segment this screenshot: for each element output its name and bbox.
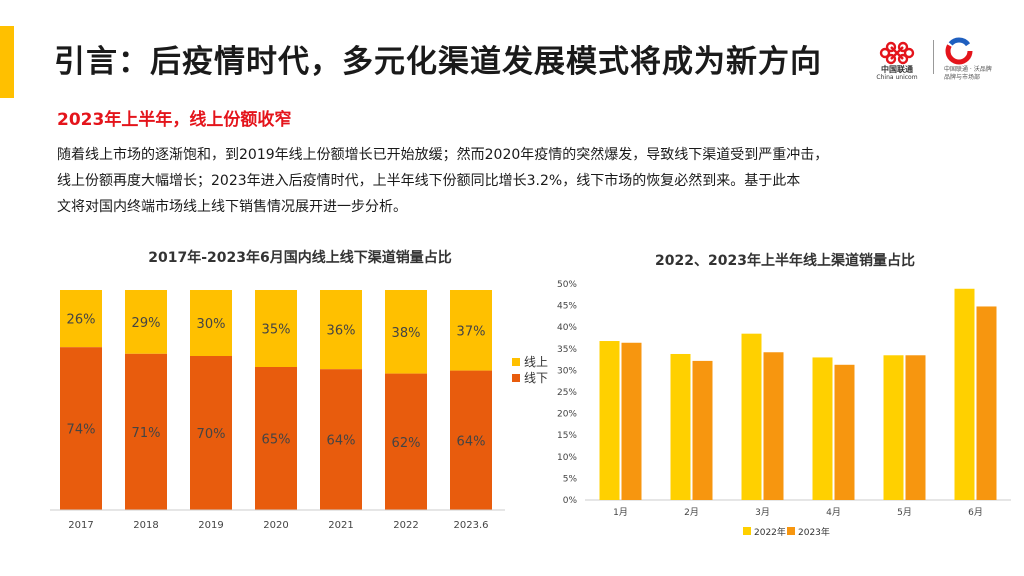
x-tick-label: 2022 [393, 520, 418, 531]
y-tick-label: 15% [557, 431, 577, 441]
chart2-title: 2022、2023年上半年线上渠道销量占比 [655, 252, 915, 269]
legend-online-swatch [512, 358, 520, 366]
channel-share-stacked-chart: 2017年-2023年6月国内线上线下渠道销量占比 26% 74% 29% 71% 30… [40, 240, 560, 540]
y-tick-label: 0% [563, 496, 578, 506]
brand-logo-text: 中国联通 · 沃品牌 品牌与市场部 [944, 66, 994, 82]
online-data-label: 36% [327, 324, 356, 339]
legend-2023-label: 2023年 [798, 526, 830, 538]
chart1-x-axis: 2017 2018 2019 2020 2021 2022 2023.6 [50, 510, 505, 531]
offline-data-label: 62% [392, 436, 421, 451]
y-tick-label: 20% [557, 410, 577, 420]
month-bar-2022年 [813, 357, 833, 500]
y-tick-label: 5% [563, 474, 578, 484]
x-tick-label: 5月 [897, 507, 912, 518]
online-data-label: 26% [67, 313, 96, 328]
x-tick-label: 2023.6 [454, 520, 489, 531]
y-tick-label: 25% [557, 388, 577, 398]
page-title: 引言：后疫情时代，多元化渠道发展模式将成为新方向 [54, 36, 822, 81]
online-data-label: 29% [132, 316, 161, 331]
online-share-monthly-chart: 2022、2023年上半年线上渠道销量占比 0% 5% 10% 15% 20% 25% 30… [545, 245, 1005, 545]
chart1-title: 2017年-2023年6月国内线上线下渠道销量占比 [148, 249, 451, 266]
month-bar-2022年 [955, 289, 975, 500]
paragraph-line: 文将对国内终端市场线上线下销售情况展开进一步分析。 [57, 194, 987, 220]
month-bar-2022年 [884, 355, 904, 500]
month-bar-2022年 [671, 354, 691, 500]
intro-paragraph: 随着线上市场的逐渐饱和，到2019年线上份额增长已开始放缓；然而2020年疫情的… [57, 142, 987, 220]
paragraph-line: 线上份额再度大幅增长；2023年进入后疫情时代，上半年线下份额同比增长3.2%，… [57, 168, 987, 194]
y-tick-label: 50% [557, 280, 577, 290]
month-bar-2023年 [977, 306, 997, 500]
chart1-bars: 26% 74% 29% 71% 30% 70% 35% 65% 36% 64% 38% 62% 37% 6… [60, 290, 492, 510]
x-tick-label: 1月 [613, 507, 628, 518]
legend-2022-swatch [743, 527, 751, 535]
offline-data-label: 71% [132, 426, 161, 441]
offline-data-label: 64% [327, 434, 356, 449]
china-unicom-logo-text: 中国联通 China unicom [872, 66, 922, 82]
x-tick-label: 2017 [68, 520, 93, 531]
x-tick-label: 2021 [328, 520, 353, 531]
x-tick-label: 2019 [198, 520, 223, 531]
month-bar-2022年 [600, 341, 620, 500]
y-tick-label: 35% [557, 345, 577, 355]
x-tick-label: 2月 [684, 507, 699, 518]
x-tick-label: 6月 [968, 507, 983, 518]
brand-logo-icon [946, 38, 972, 64]
y-tick-label: 30% [557, 366, 577, 376]
month-bar-2023年 [764, 352, 784, 500]
month-bar-2022年 [742, 334, 762, 500]
x-tick-label: 2020 [263, 520, 288, 531]
offline-data-label: 65% [262, 433, 291, 448]
legend-offline-swatch [512, 374, 520, 382]
online-data-label: 35% [262, 323, 291, 338]
logo-divider [933, 40, 934, 74]
month-bar-2023年 [693, 361, 713, 500]
offline-data-label: 74% [67, 423, 96, 438]
online-data-label: 38% [392, 326, 421, 341]
chart2-legend: 2022年 2023年 [743, 526, 830, 538]
accent-bar [0, 26, 14, 98]
y-tick-label: 40% [557, 323, 577, 333]
online-data-label: 37% [457, 324, 486, 339]
online-data-label: 30% [197, 317, 226, 332]
y-tick-label: 45% [557, 302, 577, 312]
x-tick-label: 2018 [133, 520, 158, 531]
y-tick-label: 10% [557, 453, 577, 463]
legend-2022-label: 2022年 [754, 526, 786, 538]
paragraph-line: 随着线上市场的逐渐饱和，到2019年线上份额增长已开始放缓；然而2020年疫情的… [57, 142, 987, 168]
x-tick-label: 4月 [826, 507, 841, 518]
chart2-x-axis: 1月 2月 3月 4月 5月 6月 [613, 507, 983, 518]
month-bar-2023年 [906, 355, 926, 500]
month-bar-2023年 [622, 343, 642, 500]
chart2-bars [600, 289, 997, 500]
offline-data-label: 64% [457, 434, 486, 449]
offline-data-label: 70% [197, 427, 226, 442]
section-subtitle: 2023年上半年，线上份额收窄 [57, 105, 291, 130]
month-bar-2023年 [835, 365, 855, 500]
chart1-legend: 线上线下 [512, 355, 548, 385]
x-tick-label: 3月 [755, 507, 770, 518]
legend-2023-swatch [787, 527, 795, 535]
